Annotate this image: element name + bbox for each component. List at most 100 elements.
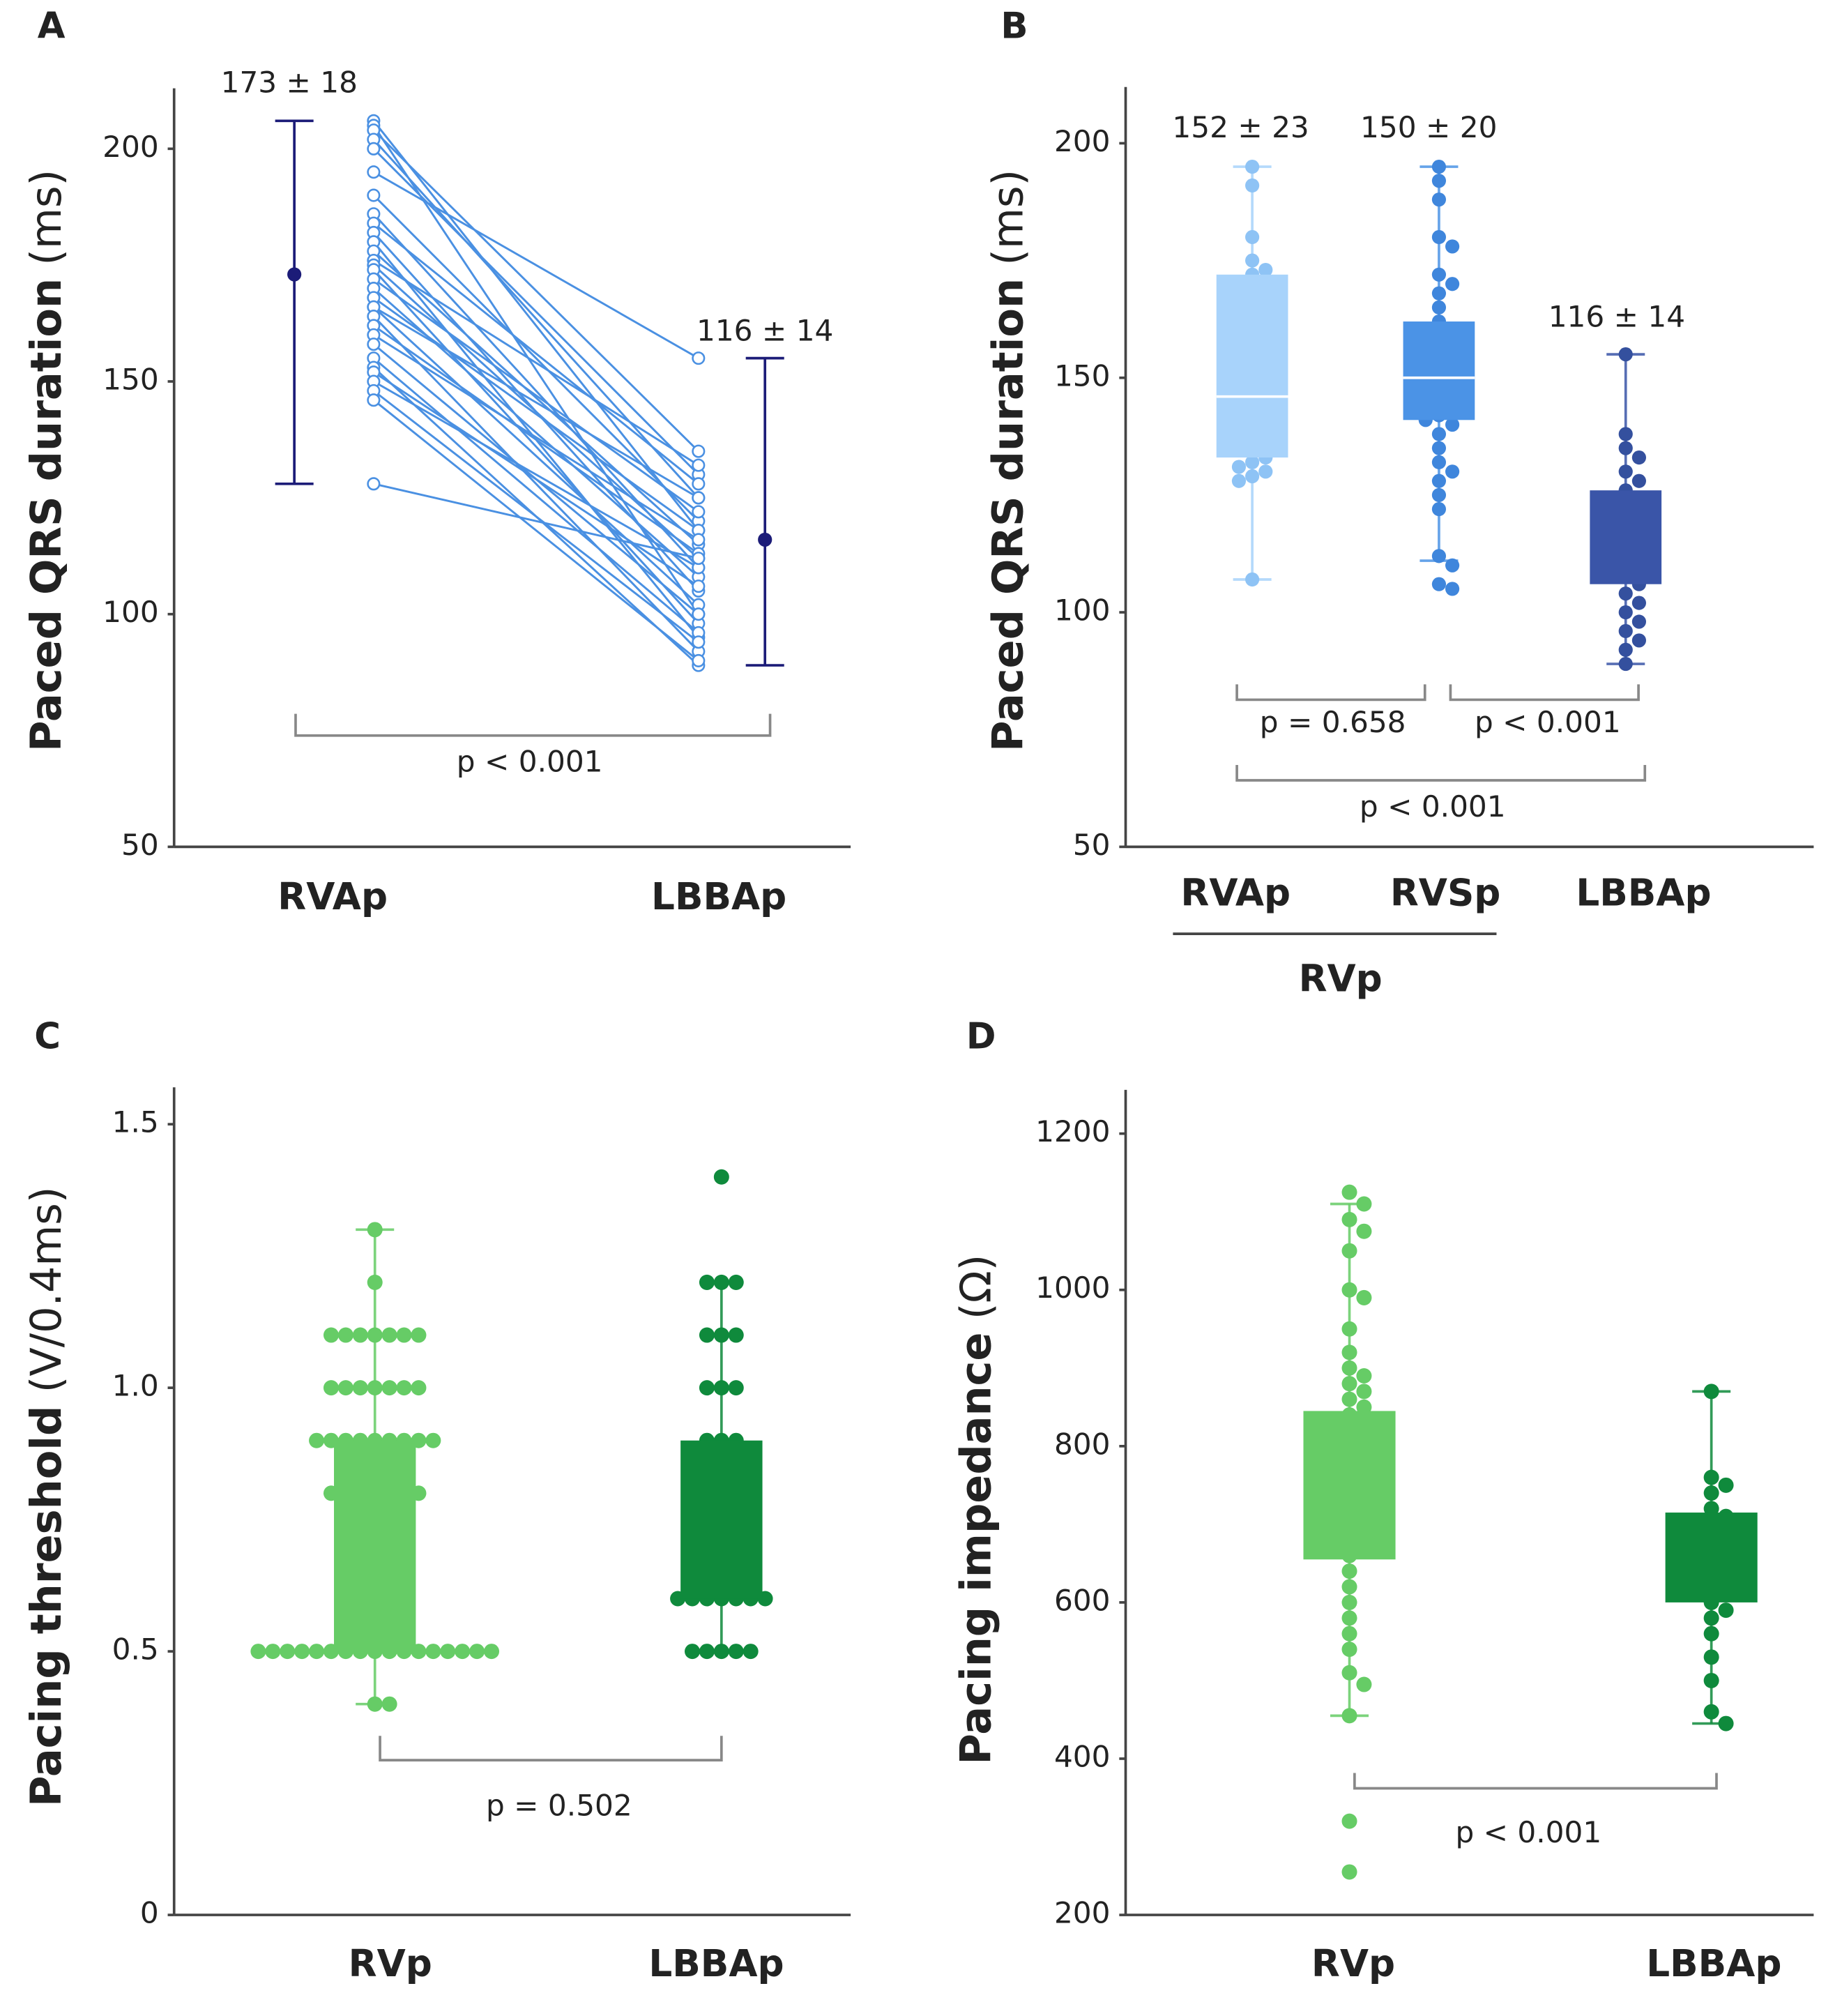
point	[1245, 159, 1260, 174]
pair-line	[372, 264, 699, 559]
pair-line	[372, 138, 699, 499]
point	[1618, 586, 1633, 601]
y-tick-label: 200	[102, 130, 159, 164]
pair-line	[373, 171, 699, 359]
point	[1431, 174, 1447, 188]
y-tick-label: 1.5	[112, 1105, 159, 1139]
point	[743, 1644, 759, 1660]
pair-line	[373, 278, 699, 513]
y-tick-label: 800	[1054, 1427, 1111, 1461]
point	[1431, 300, 1447, 314]
point	[1341, 1625, 1357, 1642]
bracket	[1353, 1773, 1718, 1790]
pair-line	[372, 129, 699, 453]
value-label: 116 ± 14	[697, 313, 833, 347]
point	[692, 444, 706, 458]
point	[1245, 469, 1260, 484]
point	[484, 1644, 500, 1660]
point	[425, 1432, 441, 1448]
point	[1245, 455, 1260, 469]
point	[692, 607, 706, 621]
point	[1618, 427, 1633, 441]
point	[1356, 1223, 1372, 1239]
point	[692, 653, 706, 667]
point	[692, 533, 706, 547]
point	[367, 1696, 383, 1712]
point	[1341, 1360, 1357, 1376]
point	[250, 1644, 266, 1660]
point	[1618, 642, 1633, 657]
point	[1341, 1321, 1357, 1337]
point	[1703, 1501, 1719, 1517]
point	[1245, 253, 1260, 268]
point	[1703, 1485, 1719, 1501]
y-label-unit: (ms)	[22, 169, 71, 266]
point	[1341, 1813, 1357, 1829]
point	[1356, 1196, 1372, 1212]
point	[1431, 473, 1447, 488]
point	[381, 1380, 397, 1396]
point	[1703, 1649, 1719, 1665]
p-value: p < 0.001	[457, 745, 603, 779]
point	[1718, 1477, 1734, 1493]
point	[692, 635, 706, 649]
point	[685, 1644, 701, 1660]
pair-line	[372, 390, 699, 643]
point	[396, 1327, 412, 1343]
p-value: p < 0.001	[1455, 1815, 1601, 1849]
point	[692, 477, 706, 491]
point	[1341, 1708, 1357, 1724]
point	[337, 1327, 353, 1343]
point	[1245, 229, 1260, 245]
y-tick-label: 150	[1054, 358, 1111, 393]
point	[1631, 450, 1647, 465]
point	[1703, 1672, 1719, 1688]
y-tick-label: 600	[1054, 1583, 1111, 1617]
point	[1431, 577, 1447, 591]
y-tick-label: 0	[140, 1896, 159, 1930]
point	[309, 1432, 325, 1448]
point	[367, 142, 381, 156]
point	[1431, 487, 1447, 502]
mean-point	[287, 267, 302, 282]
mean-point	[758, 532, 772, 547]
point	[1231, 473, 1247, 488]
point	[1703, 1610, 1719, 1626]
point	[692, 351, 706, 365]
pair-line	[372, 125, 700, 615]
pair-line	[373, 483, 699, 560]
point	[455, 1644, 471, 1660]
point	[1703, 1384, 1719, 1400]
pair-line	[373, 380, 699, 569]
panel-letter: C	[34, 1016, 61, 1058]
box	[680, 1440, 763, 1599]
box	[1303, 1411, 1396, 1560]
point	[1618, 605, 1633, 620]
point	[1718, 1602, 1734, 1619]
point	[1631, 596, 1647, 610]
point	[1341, 1243, 1357, 1259]
point	[1631, 473, 1647, 488]
point	[1258, 262, 1273, 278]
value-label: 152 ± 23	[1172, 110, 1309, 144]
point	[1718, 1715, 1734, 1731]
bracket	[1449, 684, 1640, 702]
point	[699, 1380, 715, 1396]
pair-line	[372, 120, 699, 531]
point	[728, 1644, 744, 1660]
point	[396, 1380, 412, 1396]
point	[1231, 460, 1247, 474]
point	[713, 1169, 729, 1185]
box	[1590, 490, 1662, 584]
pair-line	[372, 306, 699, 606]
point	[1431, 267, 1447, 282]
point	[1245, 178, 1260, 193]
point	[1703, 1704, 1719, 1720]
point	[1431, 455, 1447, 469]
point	[1356, 1399, 1372, 1415]
y-label-main: Pacing impedance	[952, 1333, 1000, 1765]
point	[692, 552, 706, 566]
point	[728, 1274, 744, 1290]
point	[1445, 277, 1460, 291]
